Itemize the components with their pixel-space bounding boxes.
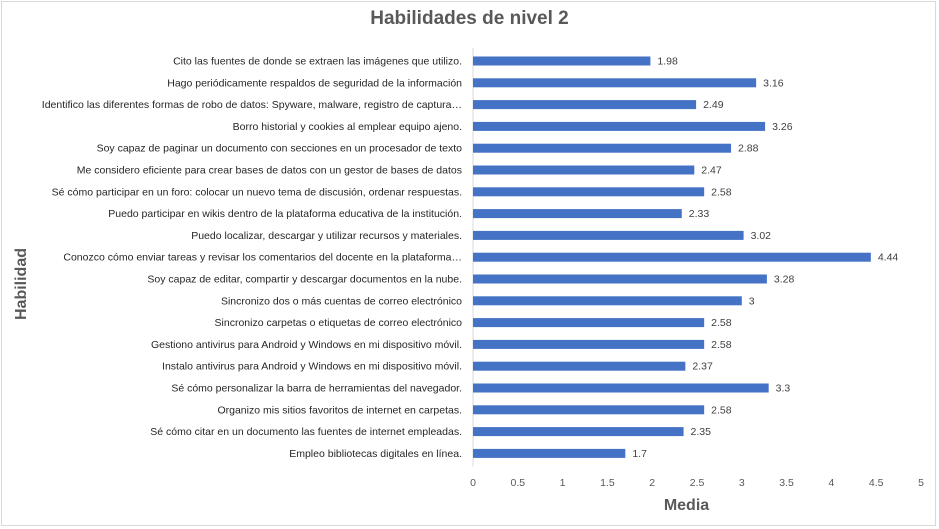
data-label: 4.44 xyxy=(878,252,899,264)
bar xyxy=(473,121,766,131)
data-label: 2.88 xyxy=(738,143,759,155)
data-label: 3.26 xyxy=(772,121,793,133)
data-label: 3.3 xyxy=(776,383,791,395)
x-tick-label: 0.5 xyxy=(510,477,525,489)
bar xyxy=(473,448,626,458)
category-label: Cito las fuentes de donde se extraen las… xyxy=(173,56,462,68)
category-label: Conozco cómo enviar tareas y revisar los… xyxy=(63,252,462,264)
bar xyxy=(473,296,742,306)
data-label: 2.49 xyxy=(703,99,724,111)
data-label: 2.58 xyxy=(711,339,732,351)
category-label: Sincronizo dos o más cuentas de correo e… xyxy=(221,295,462,307)
bar xyxy=(473,361,686,371)
data-label: 3.28 xyxy=(774,274,795,286)
category-label: Puedo participar en wikis dentro de la p… xyxy=(108,208,462,220)
data-label: 3.16 xyxy=(763,77,784,89)
bar xyxy=(473,230,744,240)
data-label: 2.47 xyxy=(701,165,722,177)
category-label: Sé cómo participar en un foro: colocar u… xyxy=(52,186,462,198)
x-tick-label: 4.5 xyxy=(869,477,884,489)
category-label: Sé cómo personalizar la barra de herrami… xyxy=(171,383,462,395)
x-tick-label: 3.5 xyxy=(779,477,794,489)
category-label: Organizo mis sitios favoritos de interne… xyxy=(217,404,462,416)
category-label: Hago periódicamente respaldos de segurid… xyxy=(167,77,462,89)
data-label: 2.33 xyxy=(689,208,710,220)
bar xyxy=(473,405,705,415)
category-label: Borro historial y cookies al emplear equ… xyxy=(233,121,462,133)
bar xyxy=(473,100,697,110)
category-label: Instalo antivirus para Android y Windows… xyxy=(162,361,462,373)
category-label: Identifico las diferentes formas de robo… xyxy=(42,99,462,111)
x-tick-label: 0 xyxy=(470,477,476,489)
bar xyxy=(473,427,684,437)
category-label: Sé cómo citar en un documento las fuente… xyxy=(150,426,462,438)
category-label: Sincronizo carpetas o etiquetas de corre… xyxy=(215,317,463,329)
data-label: 2.58 xyxy=(711,404,732,416)
bar xyxy=(473,209,682,219)
bar xyxy=(473,56,651,66)
category-label: Empleo bibliotecas digitales en línea. xyxy=(289,448,462,460)
x-tick-label: 4 xyxy=(828,477,834,489)
category-label: Soy capaz de editar, compartir y descarg… xyxy=(147,274,462,286)
bar xyxy=(473,339,705,349)
bar xyxy=(473,143,732,153)
category-label: Gestiono antivirus para Android y Window… xyxy=(151,339,462,351)
data-label: 3 xyxy=(749,295,755,307)
data-label: 2.37 xyxy=(692,361,713,373)
chart-title: Habilidades de nivel 2 xyxy=(370,8,569,29)
bar xyxy=(473,383,769,393)
data-label: 2.58 xyxy=(711,186,732,198)
category-label: Me considero eficiente para crear bases … xyxy=(77,165,462,177)
data-label: 2.58 xyxy=(711,317,732,329)
category-label: Puedo localizar, descargar y utilizar re… xyxy=(191,230,462,242)
bar xyxy=(473,318,705,328)
bar xyxy=(473,274,767,284)
data-label: 1.7 xyxy=(632,448,647,460)
x-tick-label: 3 xyxy=(739,477,745,489)
x-axis-label: Media xyxy=(663,497,710,514)
bar xyxy=(473,78,757,88)
bar xyxy=(473,252,871,262)
bar xyxy=(473,187,705,197)
category-label: Soy capaz de paginar un documento con se… xyxy=(97,143,463,155)
x-tick-label: 2.5 xyxy=(690,477,705,489)
data-label: 2.35 xyxy=(691,426,712,438)
x-tick-label: 5 xyxy=(918,477,924,489)
x-tick-label: 1.5 xyxy=(600,477,615,489)
bar xyxy=(473,165,695,175)
x-tick-label: 2 xyxy=(649,477,655,489)
x-tick-label: 1 xyxy=(560,477,566,489)
data-label: 3.02 xyxy=(751,230,772,242)
data-label: 1.98 xyxy=(657,56,678,68)
